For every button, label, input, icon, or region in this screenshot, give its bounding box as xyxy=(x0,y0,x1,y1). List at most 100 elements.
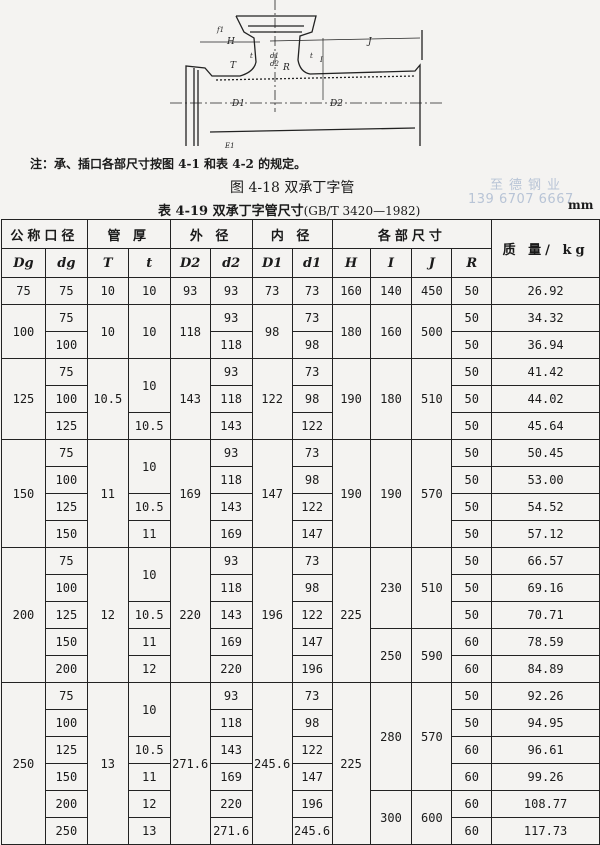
unit-label: mm xyxy=(568,198,594,212)
header-nominal-size: 公称口径 xyxy=(1,219,88,249)
table-cell: 245.6 xyxy=(291,817,333,845)
table-cell: 190 xyxy=(331,358,371,440)
table-cell: 50 xyxy=(451,385,493,413)
label-t-right: t xyxy=(310,52,313,60)
label-d1-small: d1 xyxy=(270,52,279,60)
table-row: 150 11 169 147 60 99.26 xyxy=(2,763,600,791)
table-cell: 220 xyxy=(209,790,253,818)
table-cell: 245.6 xyxy=(251,682,293,845)
table-cell: 225 xyxy=(331,547,371,683)
table-cell: 300 xyxy=(369,790,413,845)
table-row: 125 10.5 143 122 50 70.71 xyxy=(2,601,600,629)
label-r: R xyxy=(282,63,290,73)
table-cell: 93 xyxy=(209,547,253,575)
table-cell: 143 xyxy=(169,358,211,440)
table-cell: 118 xyxy=(209,466,253,494)
table-cell: 73 xyxy=(291,277,333,305)
table-cell: 12 xyxy=(127,655,171,683)
table-cell: 122 xyxy=(291,412,333,440)
table-cell: 108.77 xyxy=(491,790,600,818)
header-mass: 质 量/ kg xyxy=(491,219,600,278)
table-cell: 147 xyxy=(291,763,333,791)
table-cell: 160 xyxy=(369,304,413,359)
table-cell: 196 xyxy=(291,655,333,683)
header-symbol-dg: Dg xyxy=(1,248,46,278)
table-cell: 10.5 xyxy=(127,493,171,521)
table-cell: 93 xyxy=(209,682,253,710)
table-cell: 143 xyxy=(209,493,253,521)
table-cell: 590 xyxy=(411,628,453,683)
table-cell: 78.59 xyxy=(491,628,600,656)
table-cell: 140 xyxy=(369,277,413,305)
table-cell: 117.73 xyxy=(491,817,600,845)
table-cell: 100 xyxy=(44,331,88,359)
table-cell: 10 xyxy=(127,304,171,359)
table-cell: 169 xyxy=(169,439,211,548)
label-t-left: t xyxy=(250,52,253,60)
table-cell: 60 xyxy=(451,763,493,791)
table-cell: 147 xyxy=(291,628,333,656)
label-f1: f1 xyxy=(216,26,224,34)
label-i: I xyxy=(319,56,323,64)
table-cell: 225 xyxy=(331,682,371,845)
table-cell: 50 xyxy=(451,358,493,386)
table-cell: 98 xyxy=(291,466,333,494)
table-cell: 75 xyxy=(44,304,88,332)
table-cell: 41.42 xyxy=(491,358,600,386)
table-cell: 150 xyxy=(1,439,46,548)
table-cell: 10 xyxy=(127,547,171,602)
table-cell: 10 xyxy=(127,439,171,494)
table-cell: 250 xyxy=(1,682,46,845)
table-cell: 122 xyxy=(291,736,333,764)
table-cell: 75 xyxy=(44,547,88,575)
header-symbol-d2: d2 xyxy=(209,248,253,278)
table-row: 150 75 11 10 169 93 147 73 190 190 570 50 50.45 xyxy=(1,439,600,548)
table-cell: 122 xyxy=(251,358,293,440)
table-cell: 69.16 xyxy=(491,574,600,602)
table-cell: 169 xyxy=(209,763,253,791)
table-cell: 118 xyxy=(209,709,253,737)
header-symbol-dg: dg xyxy=(44,248,88,278)
watermark-name: 至德钢业 xyxy=(490,178,567,193)
table-cell: 75 xyxy=(44,439,88,467)
header-symbol-h: H xyxy=(331,248,371,278)
table-cell: 250 xyxy=(44,817,88,845)
table-cell: 75 xyxy=(44,682,88,710)
table-row: 100 118 98 50 36.94 xyxy=(2,331,600,359)
table-cell: 26.92 xyxy=(491,277,600,305)
table-cell: 73 xyxy=(291,358,333,386)
table-cell: 45.64 xyxy=(491,412,600,440)
table-cell: 10 xyxy=(86,277,129,305)
table-cell: 53.00 xyxy=(491,466,600,494)
table-cell: 99.26 xyxy=(491,763,600,791)
table-cell: 50 xyxy=(451,466,493,494)
table-cell: 60 xyxy=(451,628,493,656)
table-cell: 54.52 xyxy=(491,493,600,521)
table-cell: 100 xyxy=(44,466,88,494)
table-cell: 570 xyxy=(411,439,453,548)
table-cell: 11 xyxy=(127,628,171,656)
table-cell: 510 xyxy=(411,547,453,629)
table-cell: 220 xyxy=(209,655,253,683)
figure-caption: 图 4-18 双承丁字管 xyxy=(230,180,355,196)
table-caption-label: 表 4-19 双承丁字管尺寸 xyxy=(158,204,304,219)
table-cell: 50 xyxy=(451,277,493,305)
table-cell: 600 xyxy=(411,790,453,845)
table-cell: 118 xyxy=(209,331,253,359)
table-cell: 143 xyxy=(209,601,253,629)
table-row: 100 118 98 50 69.16 xyxy=(2,574,600,602)
table-cell: 280 xyxy=(369,682,413,791)
label-big-d1: D1 xyxy=(231,99,245,109)
table-cell: 50 xyxy=(451,682,493,710)
table-cell: 84.89 xyxy=(491,655,600,683)
table-cell: 150 xyxy=(44,763,88,791)
table-cell: 169 xyxy=(209,520,253,548)
table-cell: 50 xyxy=(451,331,493,359)
table-cell: 98 xyxy=(291,385,333,413)
table-row: 125 75 10.5 10 143 93 122 73 190 180 510 50 41.42 xyxy=(1,358,600,440)
table-cell: 93 xyxy=(209,358,253,386)
table-cell: 10 xyxy=(127,682,171,737)
table-cell: 100 xyxy=(1,304,46,359)
table-cell: 94.95 xyxy=(491,709,600,737)
label-big-t: T xyxy=(230,61,237,71)
